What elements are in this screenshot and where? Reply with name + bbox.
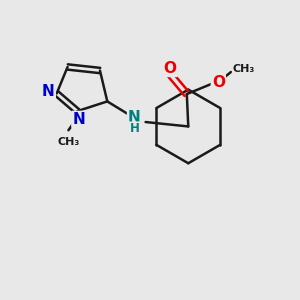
Text: N: N	[42, 85, 55, 100]
Text: CH₃: CH₃	[57, 137, 80, 147]
Text: N: N	[128, 110, 141, 125]
Text: H: H	[130, 122, 139, 135]
Text: O: O	[212, 75, 225, 90]
Text: CH₃: CH₃	[232, 64, 255, 74]
Text: N: N	[72, 112, 85, 127]
Text: O: O	[164, 61, 176, 76]
